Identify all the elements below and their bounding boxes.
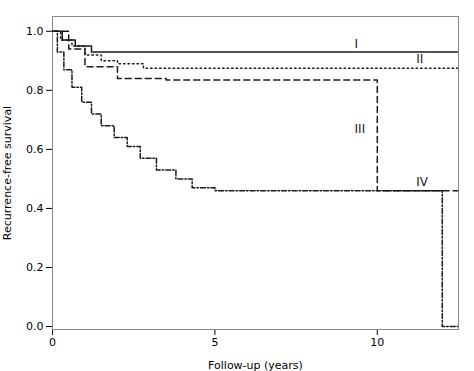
svg-text:0: 0 bbox=[49, 336, 56, 349]
svg-text:Recurrence-free survival: Recurrence-free survival bbox=[1, 106, 14, 240]
svg-text:Follow-up (years): Follow-up (years) bbox=[208, 359, 303, 371]
svg-text:0.4: 0.4 bbox=[26, 202, 44, 215]
svg-text:IV: IV bbox=[416, 175, 429, 189]
svg-text:0.0: 0.0 bbox=[26, 320, 44, 333]
svg-text:1.0: 1.0 bbox=[26, 25, 44, 38]
svg-text:II: II bbox=[416, 52, 423, 66]
svg-text:5: 5 bbox=[211, 336, 218, 349]
svg-text:III: III bbox=[355, 122, 366, 136]
svg-text:0.2: 0.2 bbox=[26, 261, 44, 274]
svg-text:I: I bbox=[355, 37, 359, 51]
svg-text:0.6: 0.6 bbox=[26, 143, 44, 156]
svg-text:10: 10 bbox=[370, 336, 384, 349]
svg-text:0.8: 0.8 bbox=[26, 84, 44, 97]
